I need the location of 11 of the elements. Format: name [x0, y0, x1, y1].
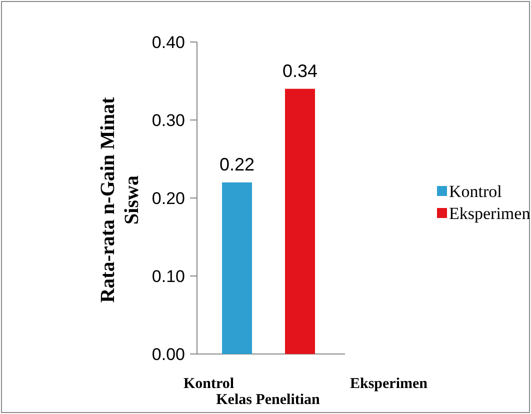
legend-label: Kontrol	[449, 182, 502, 201]
y-tick-label: 0.20	[152, 188, 185, 208]
y-tick-label: 0.10	[152, 266, 185, 286]
legend-label: Eksperimen	[449, 204, 531, 223]
y-tick-label: 0.40	[152, 32, 185, 52]
y-tick-label: 0.30	[152, 110, 185, 130]
data-label: 0.22	[219, 154, 255, 174]
x-axis-title: Kelas Penelitian	[216, 392, 321, 408]
y-tick-label: 0.00	[152, 344, 185, 364]
y-axis-title: Rata-rata n-Gain Minat Siswa	[97, 96, 143, 303]
data-label: 0.34	[282, 60, 318, 81]
